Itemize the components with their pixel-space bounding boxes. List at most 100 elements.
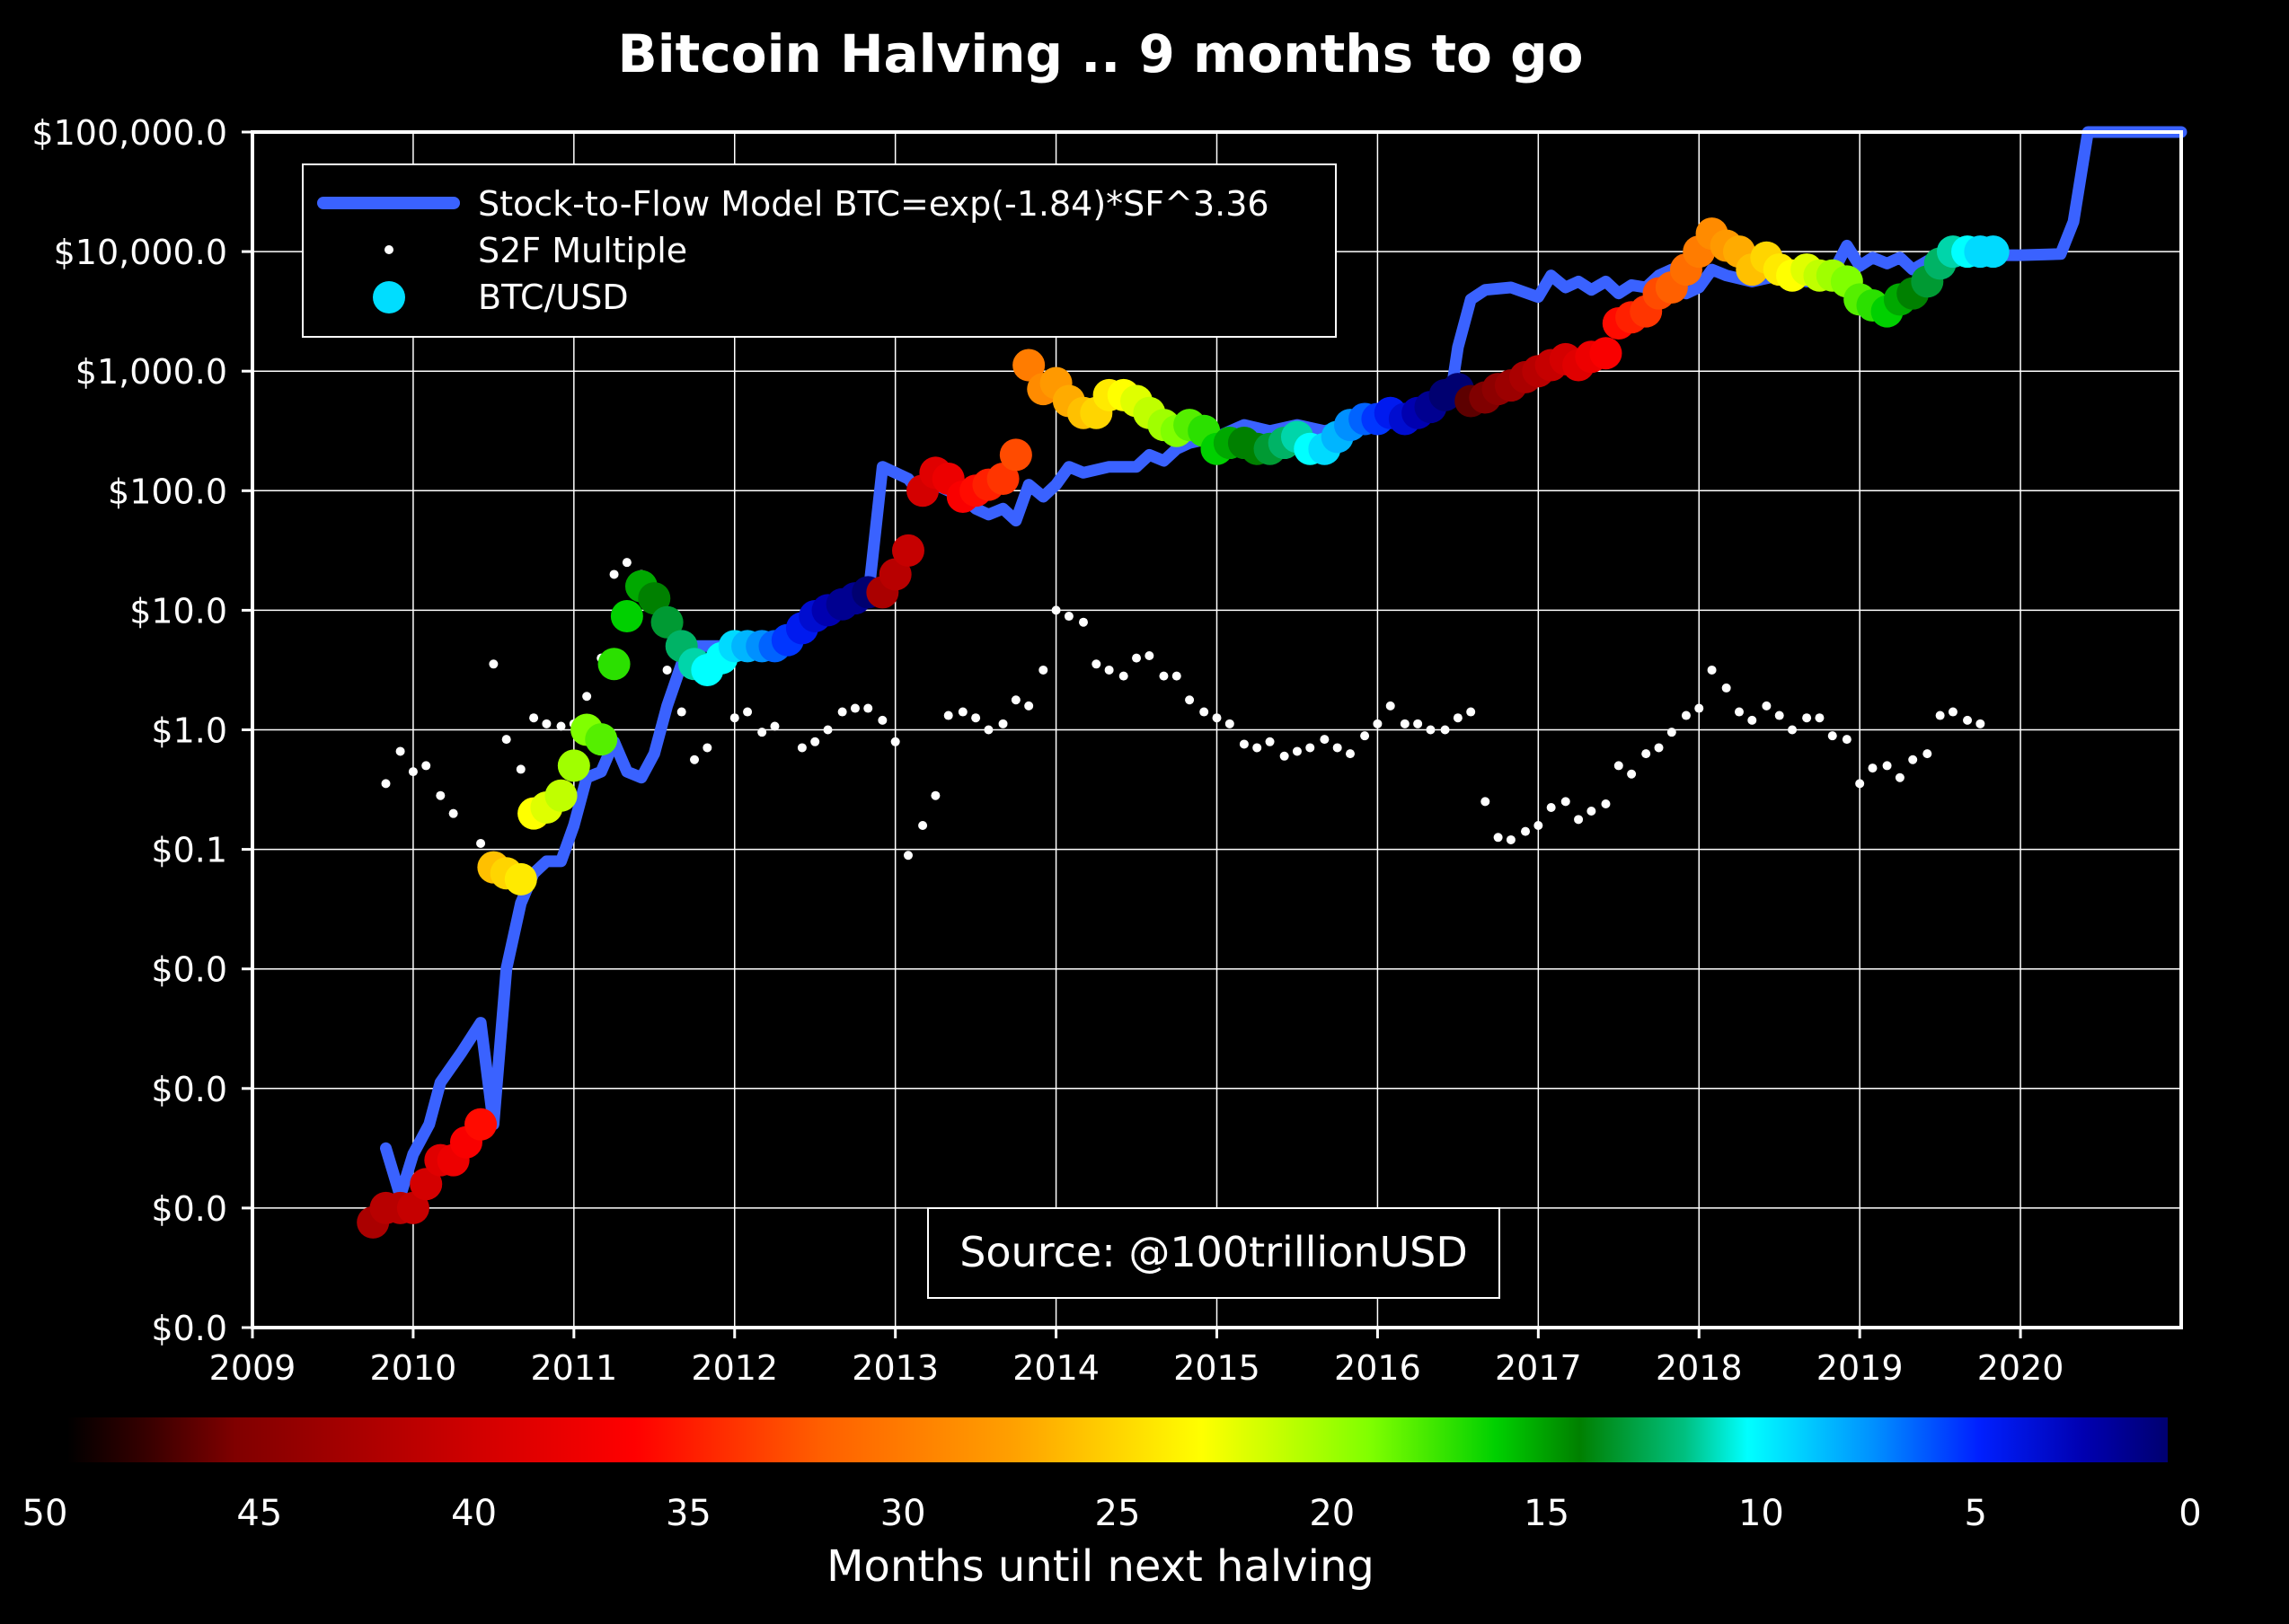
s2f-multiple-point [1011,695,1021,705]
s2f-multiple-point [1868,763,1878,773]
s2f-multiple-point [770,721,780,731]
plot-frame [251,130,2183,1329]
colorbar-tick-label: 50 [22,1493,68,1534]
source-box [927,1207,1500,1299]
x-tick-label: 2014 [1012,1348,1100,1388]
legend-btc-swatch [373,281,405,313]
s2f-multiple-point [1815,713,1825,723]
colorbar-ticks: 50 45 40 35 30 25 20 15 10 5 0 [22,1493,2202,1534]
s2f-multiple-point [1265,737,1275,746]
s2f-multiple-point [1613,761,1623,771]
btc-usd-point [585,723,618,756]
s2f-multiple-point [1895,772,1905,782]
s2f-multiple-point [1252,743,1262,753]
s2f-multiple-point [1051,605,1061,615]
btc-usd-point [638,582,671,615]
btc-usd-point [544,779,578,812]
btc-usd-point [597,648,631,681]
colorbar-tick-label: 10 [1738,1493,1784,1534]
s2f-multiple-point [810,737,820,746]
s2f-multiple-point [1493,833,1503,843]
s2f-multiple-point [1118,671,1128,681]
s2f-multiple-point [984,725,994,735]
colorbar-tick-label: 20 [1309,1493,1355,1534]
s2f-multiple-point [489,659,499,669]
s2f-multiple-point [1654,743,1664,753]
s2f-multiple-point [1400,719,1410,728]
stock-to-flow-model-line [380,126,2187,1203]
btc-usd-point [557,749,590,782]
s2f-multiple-point [1480,797,1490,807]
y-tick-label: $10,000.0 [54,233,227,272]
x-tick-label: 2011 [530,1348,617,1388]
s2f-multiple-point [1574,815,1584,825]
s2f-multiple-point [1788,725,1798,735]
btc-usd-point [610,600,643,633]
colorbar-tick-label: 30 [880,1493,926,1534]
s2f-multiple-point [421,761,431,771]
s2f-multiple-point [1721,683,1731,693]
s2f-multiple-point [1385,701,1395,710]
s2f-multiple-point [943,710,953,720]
s2f-multiple-point [1279,751,1289,761]
s2f-multiple-point [436,790,446,800]
y-tick-label: $0.0 [151,1070,227,1109]
s2f-multiple-point [1601,799,1611,809]
x-tick-label: 2016 [1334,1348,1421,1388]
s2f-multiple-point [476,838,486,848]
s2f-multiple-point [890,737,900,746]
btc-usd-point [1589,337,1622,370]
s2f-multiple-point [1734,707,1744,717]
s2f-multiple-point [1802,713,1812,723]
y-tick-label: $1.0 [151,711,227,751]
s2f-multiple-point [408,767,418,777]
colorbar-tick-label: 25 [1095,1493,1141,1534]
stock-to-flow-model-series [380,126,2187,1203]
legend-model-label: Stock-to-Flow Model BTC=exp(-1.84)*SF^3.… [478,184,1269,224]
s2f-multiple-point [1641,749,1651,759]
s2f-multiple-point [971,713,981,723]
colorbar-tick-label: 40 [451,1493,497,1534]
s2f-multiple-point [1774,710,1784,720]
s2f-multiple-point [448,808,458,818]
s2f-multiple-point [1199,707,1209,717]
colorbar [67,1417,2168,1462]
x-tick-label: 2018 [1656,1348,1743,1388]
y-tick-label: $0.0 [151,1189,227,1229]
s2f-multiple-point [743,707,753,717]
s2f-multiple-point [931,790,941,800]
s2f-multiple-point [1292,746,1302,756]
s2f-multiple-point [1104,665,1114,675]
s2f-multiple-point [1212,713,1222,723]
s2f-multiple-point [1922,749,1932,759]
btc-usd-point [1976,235,2010,269]
colorbar-tick-label: 5 [1964,1493,1986,1534]
s2f-multiple-point [1842,735,1852,745]
s2f-multiple-point [823,725,833,735]
y-tick-label: $10.0 [129,591,227,631]
s2f-multiple-point [1935,710,1945,720]
s2f-multiple-point [556,721,566,731]
s2f-multiple-point [1024,701,1034,710]
s2f-multiple-point [609,569,619,579]
s2f-multiple-point [381,779,391,789]
x-tick-label: 2017 [1495,1348,1582,1388]
s2f-multiple-point [1064,612,1074,622]
x-tick-label: 2019 [1816,1348,1904,1388]
s2f-multiple-point [676,707,686,717]
s2f-multiple-point [1426,725,1436,735]
s2f-multiple-point [1224,719,1234,728]
s2f-multiple-point [1466,707,1476,717]
btc-usd-series [357,217,2010,1239]
s2f-multiple-point [998,719,1008,728]
s2f-multiple-point [903,851,913,861]
s2f-multiple-point [1975,719,1985,728]
s2f-multiple-point [837,707,847,717]
s2f-multiple-point [1627,769,1637,779]
x-axis: 2009 2010 2011 2012 2013 2014 2015 2016 2017 2018… [209,1328,2064,1388]
s2f-multiple-point [703,743,712,753]
btc-usd-point [999,438,1032,472]
s2f-multiple-point [1546,803,1556,813]
